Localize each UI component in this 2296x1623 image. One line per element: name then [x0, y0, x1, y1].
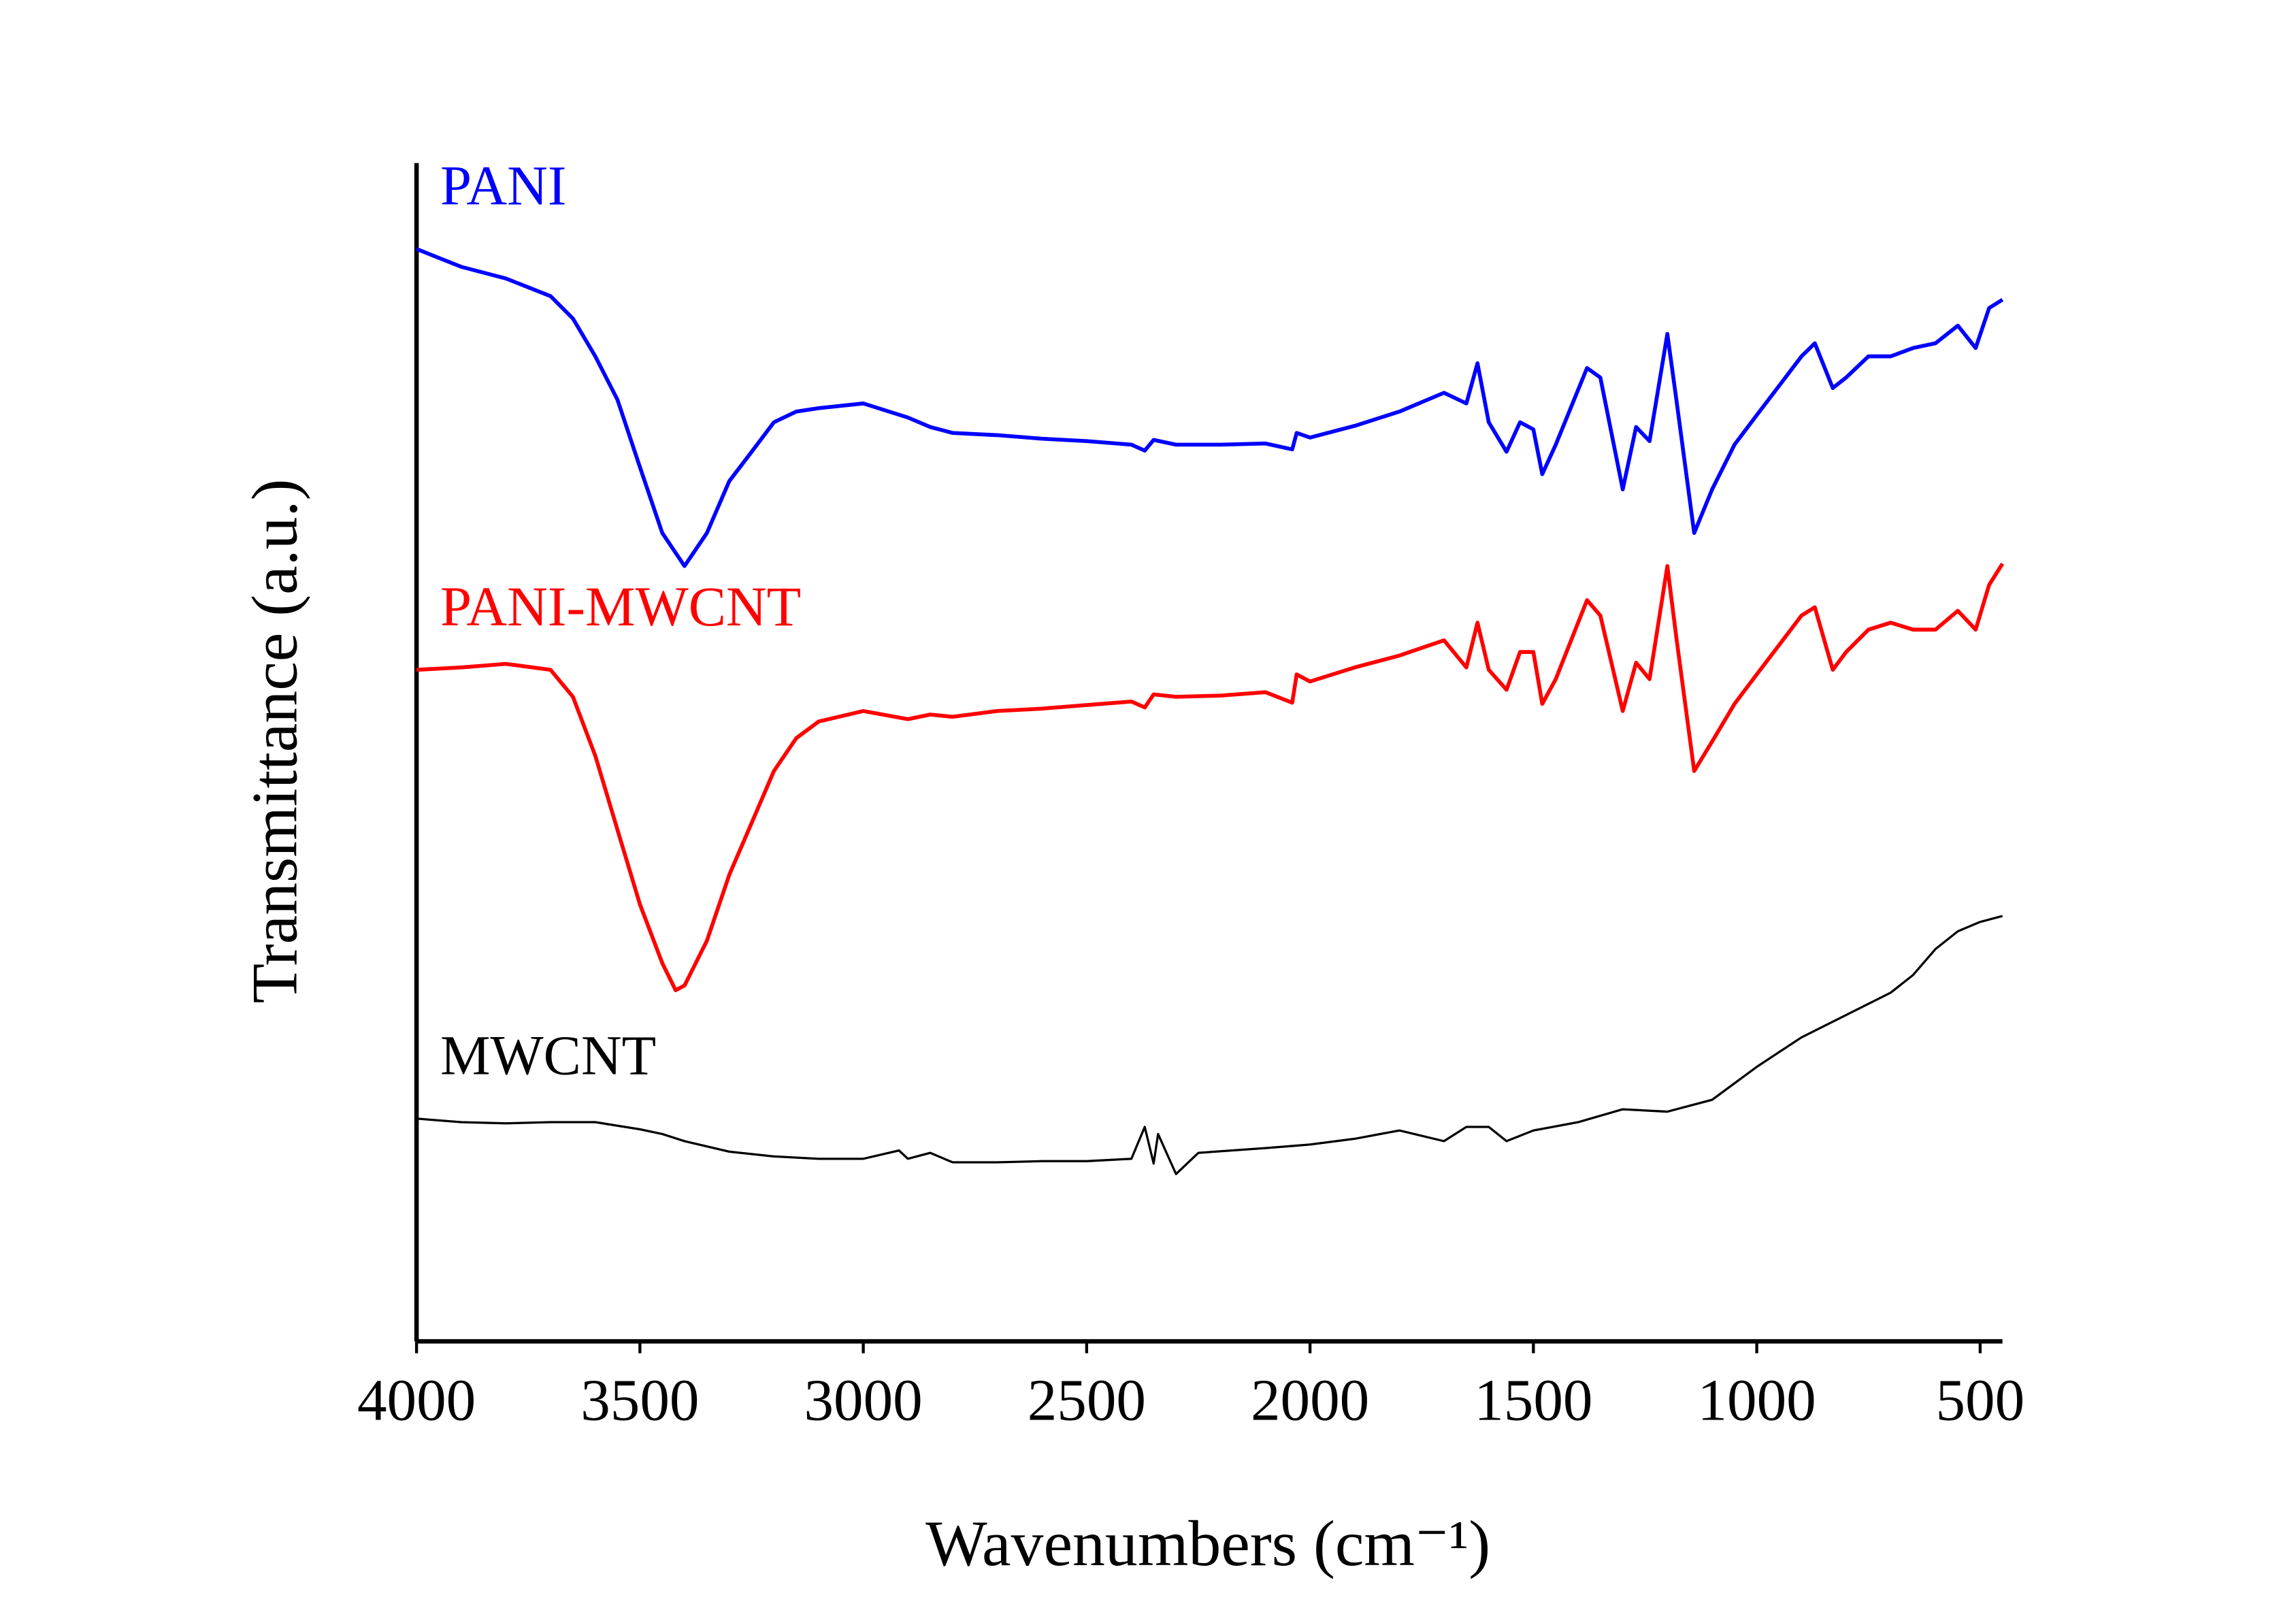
- x-tick-label: 4000: [357, 1367, 476, 1433]
- series-line: [416, 562, 2005, 993]
- x-tick-label: 1500: [1474, 1367, 1592, 1433]
- y-axis-title: Transmittance (a.u.): [239, 479, 311, 1004]
- series-line: [416, 915, 2003, 1175]
- series-label: PANI-MWCNT: [440, 575, 801, 638]
- x-axis-title: Wavenumbers (cm⁻¹): [925, 1507, 1490, 1579]
- series-line: [416, 247, 2004, 568]
- x-tick-label: 2000: [1251, 1367, 1369, 1433]
- x-tick-label: 3000: [804, 1367, 922, 1433]
- series-label: PANI: [440, 154, 567, 217]
- series-label: MWCNT: [440, 1024, 656, 1087]
- x-tick-label: 1000: [1697, 1367, 1816, 1433]
- x-tick-label: 3500: [580, 1367, 699, 1433]
- x-tick-label: 500: [1936, 1367, 2025, 1433]
- x-tick-label: 2500: [1028, 1367, 1146, 1433]
